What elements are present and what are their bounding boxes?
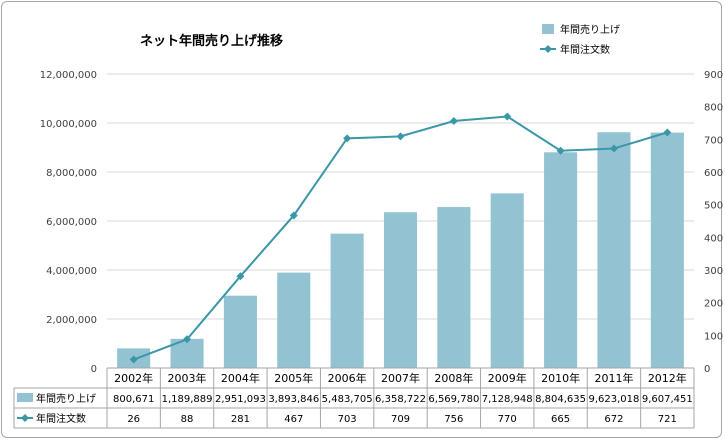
right-tick-label: 100 (704, 331, 723, 342)
category-label: 2004年 (221, 371, 260, 385)
right-tick-label: 400 (704, 233, 723, 244)
category-label: 2012年 (648, 371, 687, 385)
table-bar-swatch (17, 393, 33, 402)
line-point (556, 146, 565, 155)
left-tick-label: 6,000,000 (46, 217, 97, 228)
category-label: 2005年 (274, 371, 313, 385)
right-tick-label: 0 (704, 364, 710, 375)
left-tick-label: 4,000,000 (46, 266, 97, 277)
table-cell: 721 (658, 414, 677, 425)
legend: 年間売り上げ 年間注文数 (540, 23, 620, 56)
bar (490, 193, 524, 368)
line-point (663, 128, 672, 137)
right-tick-label: 200 (704, 299, 723, 310)
category-label: 2008年 (434, 371, 473, 385)
bar-series (117, 132, 684, 368)
bar (544, 152, 578, 368)
bar (330, 233, 364, 368)
table-cell: 88 (181, 414, 194, 425)
left-axis-ticks: 0 2,000,000 4,000,000 6,000,000 8,000,000 10,… (40, 70, 97, 375)
left-tick-label: 0 (91, 364, 97, 375)
table-cell: 672 (604, 414, 623, 425)
left-tick-label: 12,000,000 (40, 70, 97, 81)
line-point (503, 112, 512, 121)
table-cell: 5,483,705 (322, 394, 373, 405)
table-cell: 9,607,451 (642, 394, 693, 405)
chart-title: ネット年間売り上げ推移 (140, 33, 283, 49)
category-label: 2007年 (381, 371, 420, 385)
line-point (609, 144, 618, 153)
line-point (236, 272, 245, 281)
category-label: 2009年 (488, 371, 527, 385)
right-tick-label: 700 (704, 135, 723, 146)
table-cell: 703 (338, 414, 357, 425)
table-cell: 9,623,018 (589, 394, 640, 405)
legend-bar-label: 年間売り上げ (560, 23, 620, 36)
data-table: 2002年 2003年 2004年 2005年 2006年 2007年 2008年 2009年… (13, 367, 695, 429)
right-axis-ticks: 0 100 200 300 400 500 600 700 800 900 (704, 70, 723, 375)
table-cell: 7,128,948 (482, 394, 533, 405)
table-cell: 26 (127, 414, 140, 425)
left-tick-label: 8,000,000 (46, 168, 97, 179)
table-row-header: 年間注文数 (36, 412, 86, 425)
table-cell: 281 (231, 414, 250, 425)
category-label: 2010年 (541, 371, 580, 385)
line-point (396, 132, 405, 141)
right-tick-label: 300 (704, 266, 723, 277)
category-label: 2002年 (114, 371, 153, 385)
table-cell: 2,951,093 (215, 394, 266, 405)
bar (277, 272, 311, 368)
bar (437, 207, 471, 368)
table-cell: 6,569,780 (428, 394, 479, 405)
table-cell: 709 (391, 414, 410, 425)
line-point (129, 355, 138, 364)
right-tick-label: 900 (704, 70, 723, 81)
right-tick-label: 800 (704, 103, 723, 114)
table-cell: 3,893,846 (268, 394, 319, 405)
table-cell: 6,358,722 (375, 394, 426, 405)
table-line-marker (21, 414, 29, 422)
bar (650, 132, 684, 368)
table-cell: 665 (551, 414, 570, 425)
legend-bar-swatch (542, 24, 554, 34)
table-cell: 770 (498, 414, 517, 425)
legend-line-marker (544, 45, 552, 53)
line-point (449, 117, 458, 126)
line-point (289, 211, 298, 220)
line-point (343, 134, 352, 143)
bar (223, 295, 257, 368)
category-label: 2011年 (594, 371, 633, 385)
table-row-header: 年間売り上げ (36, 392, 96, 405)
table-cell: 8,804,635 (535, 394, 586, 405)
bar (383, 212, 418, 368)
table-cell: 756 (444, 414, 463, 425)
line-series (129, 112, 672, 364)
table-cell: 1,189,889 (162, 394, 213, 405)
right-tick-label: 600 (704, 168, 723, 179)
table-cell: 467 (284, 414, 303, 425)
left-tick-label: 2,000,000 (46, 315, 97, 326)
category-label: 2003年 (168, 371, 207, 385)
right-tick-label: 500 (704, 201, 723, 212)
legend-line-label: 年間注文数 (560, 43, 610, 56)
bar (597, 132, 631, 368)
line-point (183, 335, 192, 344)
category-label: 2006年 (328, 371, 367, 385)
left-tick-label: 10,000,000 (40, 119, 97, 130)
table-cell: 800,671 (113, 394, 154, 405)
